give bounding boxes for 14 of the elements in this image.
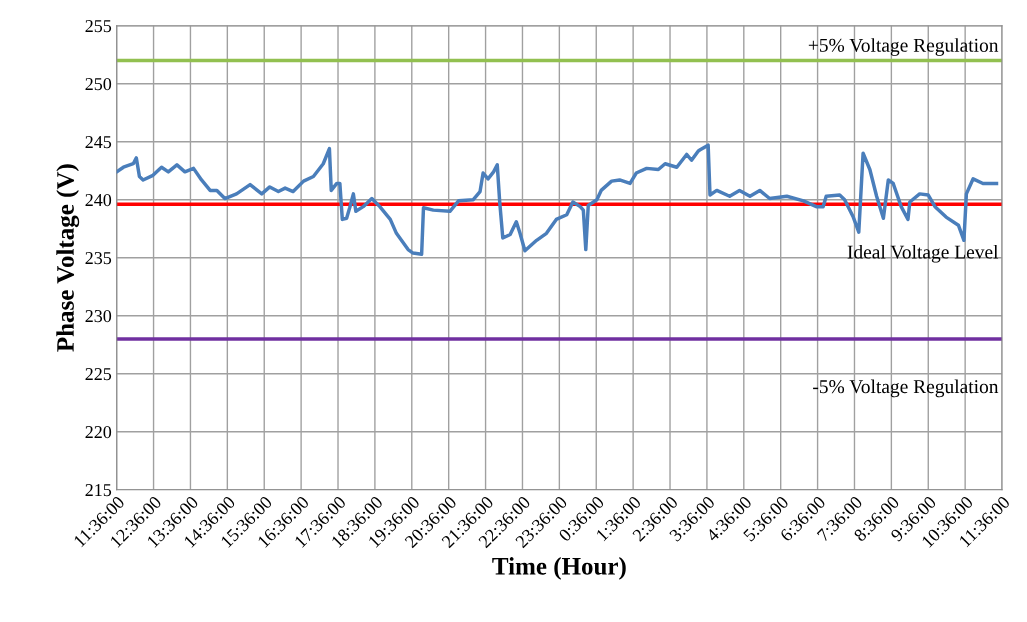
x-axis-title: Time (Hour)	[492, 557, 626, 580]
y-tick-label: 230	[85, 309, 112, 323]
ref-line-label: Ideal Voltage Level	[847, 244, 999, 263]
y-tick-label: 215	[85, 484, 112, 497]
ref-line-label: -5% Voltage Regulation	[813, 379, 999, 398]
y-tick-label: 225	[85, 368, 112, 381]
y-tick-label: 245	[85, 136, 112, 149]
y-tick-label: 220	[85, 425, 112, 439]
y-tick-label: 250	[85, 77, 112, 91]
ref-line-label: +5% Voltage Regulation	[808, 38, 999, 56]
y-tick-label: 255	[85, 20, 112, 33]
y-tick-label: 240	[85, 193, 112, 207]
y-tick-label: 235	[85, 252, 112, 265]
y-axis-title: Phase Voltage (V)	[56, 164, 80, 352]
